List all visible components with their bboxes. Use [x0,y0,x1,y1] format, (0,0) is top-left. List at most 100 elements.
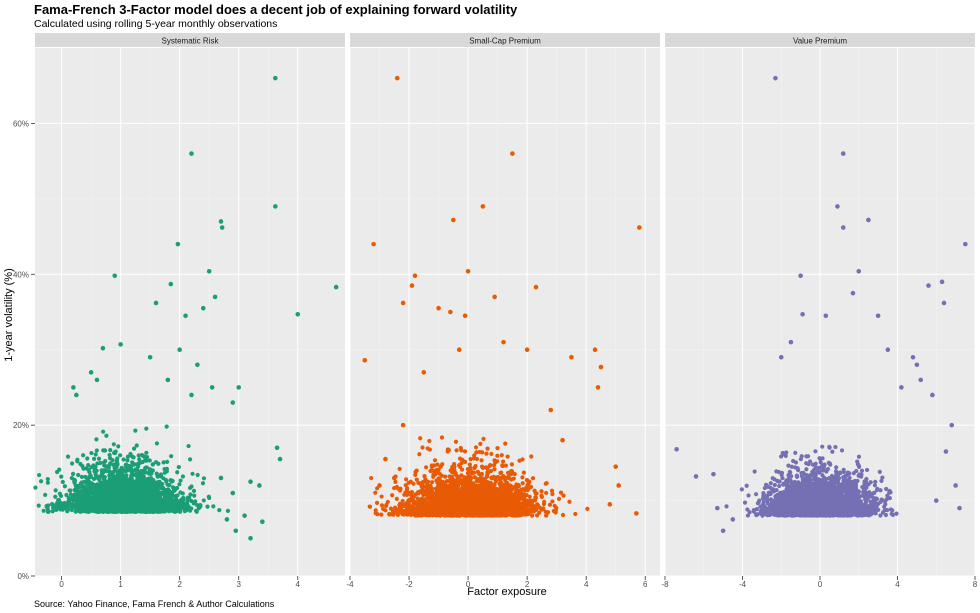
scatter-point [86,475,92,480]
scatter-point [187,495,192,500]
scatter-point [162,495,168,500]
scatter-point [119,465,124,470]
scatter-point [156,473,161,478]
scatter-point [158,493,163,498]
scatter-point [96,494,101,499]
scatter-point [103,459,108,464]
scatter-point [248,535,253,541]
scatter-point [175,470,180,475]
scatter-point [92,500,97,506]
scatter-point [147,469,152,474]
scatter-point [165,377,171,383]
scatter-point [78,509,83,514]
scatter-point [152,485,157,490]
scatter-point [88,370,94,375]
scatter-point [248,479,253,485]
scatter-point [180,474,186,479]
scatter-point [131,506,136,511]
scatter-point [167,497,172,502]
scatter-point [484,451,489,456]
x-tick-label: 3 [236,580,241,589]
scatter-point [110,508,115,513]
scatter-point [33,485,38,490]
scatter-point [133,467,138,472]
scatter-point [170,492,175,498]
scatter-point [196,506,201,511]
scatter-point [89,450,94,456]
scatter-point [94,448,99,453]
scatter-point [211,504,216,509]
facet-strip [35,33,345,47]
scatter-point [162,470,167,475]
y-tick-label: 0% [17,572,29,581]
scatter-point [36,503,41,508]
scatter-point [82,508,87,513]
scatter-point [230,490,236,496]
scatter-point [116,444,121,449]
scatter-point [37,472,42,478]
chart-subtitle: Calculated using rolling 5-year monthly … [34,18,278,30]
scatter-point [145,508,150,513]
scatter-point [69,507,74,513]
scatter-point [147,354,153,360]
scatter-point [71,385,76,390]
scatter-point [189,151,194,156]
scatter-point [46,503,51,508]
scatter-point [104,469,109,474]
scatter-point [134,443,139,448]
scatter-point [481,436,486,442]
scatter-point [110,462,116,467]
scatter-point [143,488,148,493]
scatter-point [143,495,148,500]
scatter-point [187,485,193,491]
scatter-point [102,448,108,453]
scatter-point [167,504,172,509]
scatter-point [183,313,188,319]
scatter-point [521,470,526,475]
scatter-point [205,504,210,509]
scatter-point [495,453,500,458]
scatter-point [65,509,70,514]
scatter-point [94,474,99,479]
scatter-point [74,392,79,398]
scatter-point [393,479,398,485]
scatter-point [82,484,87,489]
scatter-point [60,479,65,485]
scatter-point [200,481,206,486]
scatter-point [159,509,164,514]
x-tick-label: 1 [118,580,123,589]
scatter-point [550,491,555,497]
scatter-point [103,479,108,484]
scatter-point [112,450,118,456]
scatter-point [103,509,108,514]
scatter-point [260,519,265,524]
scatter-point [141,477,146,482]
scatter-point [73,502,78,508]
x-tick-label: 6 [643,580,648,589]
scatter-point [94,437,99,442]
scatter-point [501,459,506,464]
scatter-point [153,300,159,306]
scatter-point [77,503,82,509]
scatter-point [187,457,193,462]
scatter-point [423,465,429,470]
scatter-point [59,474,64,479]
scatter-point [117,494,122,500]
scatter-point [164,424,169,429]
scatter-point [64,501,69,506]
scatter-point [499,470,504,475]
scatter-point [192,493,197,498]
scatter-point [489,451,494,457]
scatter-point [122,489,127,494]
scatter-point [175,508,181,513]
facet-strip-label: Systematic Risk [162,37,220,46]
scatter-point [473,445,479,450]
scatter-point [129,467,134,472]
scatter-point [115,470,120,476]
scatter-point [527,494,532,499]
scatter-point [113,505,118,510]
scatter-point [100,345,106,351]
scatter-point [397,466,402,472]
scatter-point [131,446,137,451]
scatter-point [224,517,230,522]
